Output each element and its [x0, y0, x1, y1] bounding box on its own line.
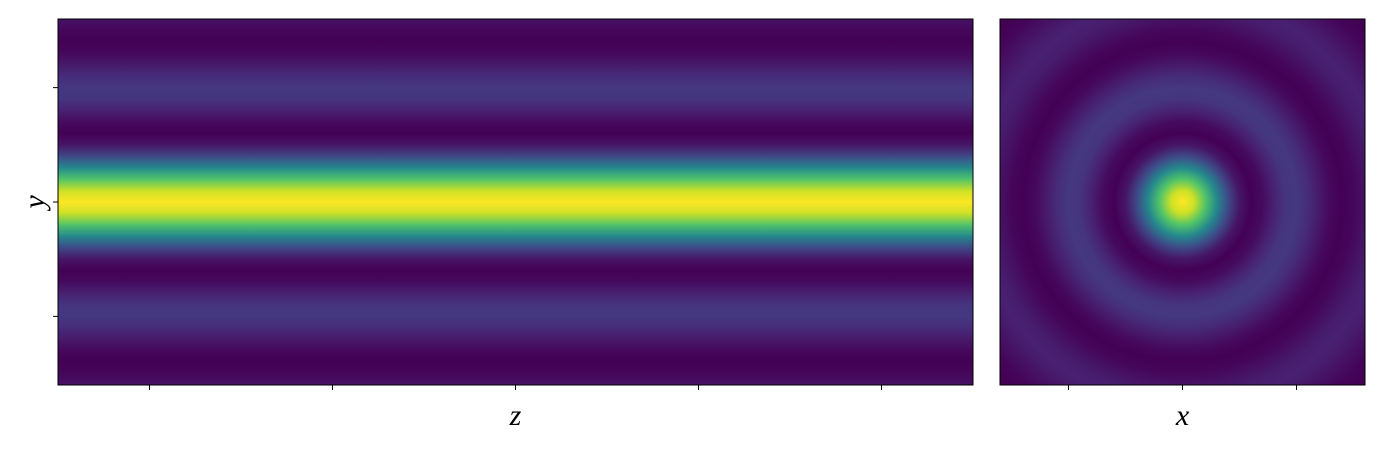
heat-band	[58, 19, 973, 20]
heat-band	[58, 99, 973, 111]
heat-band	[58, 19, 973, 31]
heat-band	[58, 0, 973, 8]
heat-band	[58, 373, 973, 385]
y-axis-label: y	[18, 195, 51, 212]
heat-band	[58, 110, 973, 123]
heat-band	[58, 430, 973, 442]
heat-band	[58, 304, 973, 317]
heat-band	[58, 30, 973, 43]
heat-band	[58, 293, 973, 305]
heat-band	[58, 224, 973, 237]
heat-band	[58, 53, 973, 66]
x-axis-label: x	[1175, 399, 1190, 432]
heatmap	[58, 0, 973, 450]
x-axis-label: z	[509, 399, 522, 432]
heat-band	[58, 76, 973, 89]
heat-band	[58, 212, 973, 225]
heat-band	[58, 327, 973, 340]
heat-band	[58, 87, 973, 100]
heat-band	[58, 247, 973, 260]
heat-band	[58, 258, 973, 271]
heat-band	[58, 190, 973, 203]
heat-band	[58, 179, 973, 192]
heat-band	[58, 270, 973, 283]
heatmap	[1000, 19, 1365, 385]
heat-band	[58, 361, 973, 374]
heat-band	[58, 167, 973, 180]
heat-band	[58, 156, 973, 169]
heat-band	[58, 64, 973, 77]
heat-band	[58, 121, 973, 134]
heat-band	[58, 144, 973, 157]
heat-band	[58, 201, 973, 214]
heat-band	[58, 338, 973, 351]
heat-band	[58, 133, 973, 146]
heat-band	[58, 315, 973, 328]
heat-band	[58, 281, 973, 294]
heat-ring	[1171, 190, 1194, 214]
heat-band	[58, 41, 973, 54]
heat-band	[58, 235, 973, 248]
heat-band	[58, 442, 973, 450]
heat-band	[58, 350, 973, 363]
